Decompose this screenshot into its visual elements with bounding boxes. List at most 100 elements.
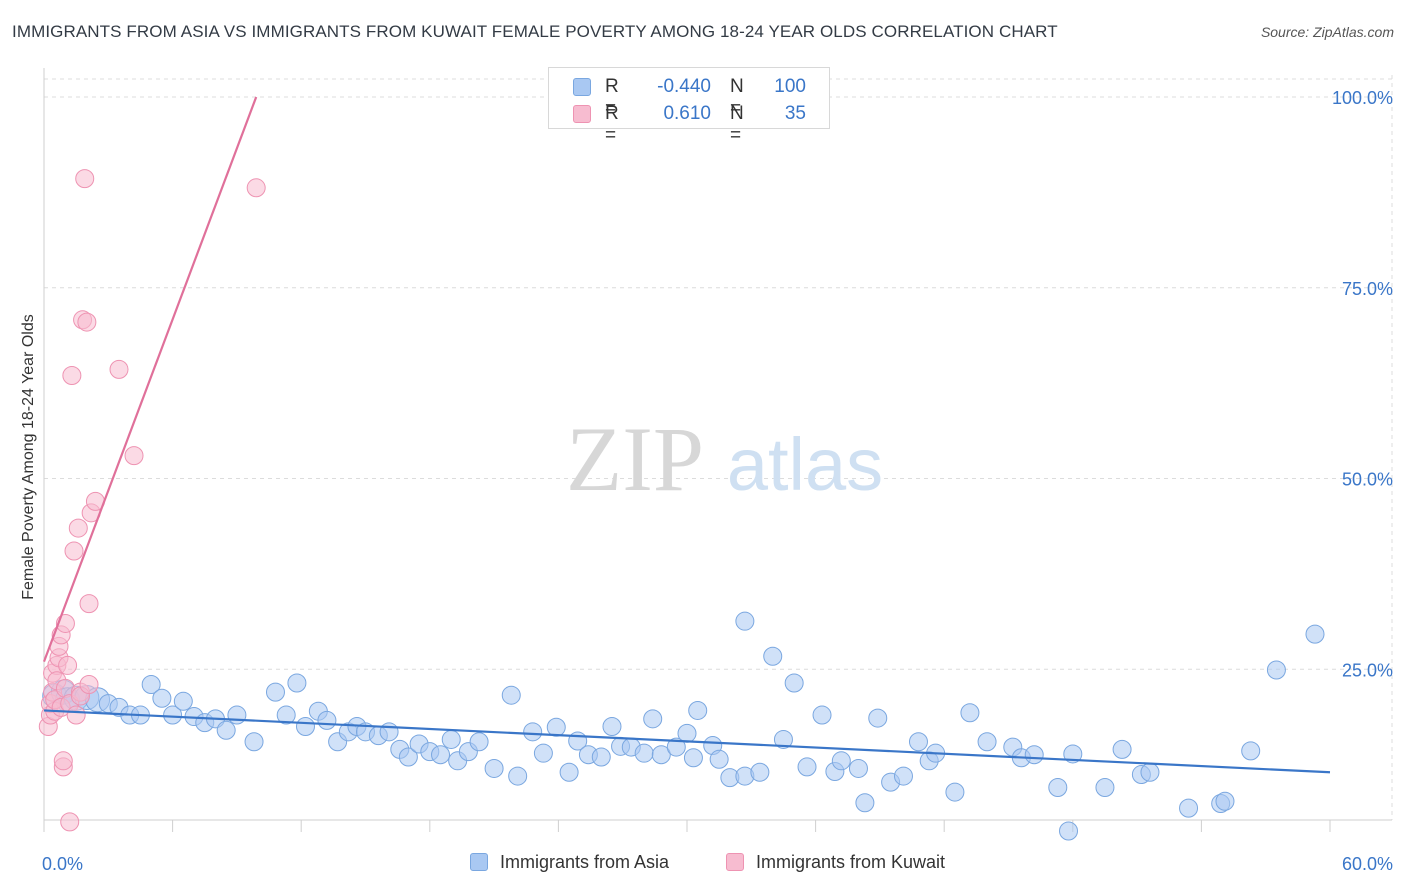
stats-n-label: N =: [730, 76, 744, 119]
asia-point: [501, 685, 521, 705]
legend-label-kuwait: Immigrants from Kuwait: [756, 852, 946, 872]
asia-point: [709, 749, 729, 769]
asia-point: [651, 745, 671, 765]
asia-point: [244, 732, 264, 752]
source-label: Source: ZipAtlas.com: [1260, 24, 1394, 40]
asia-point: [276, 705, 296, 725]
kuwait-point: [79, 675, 99, 695]
x-tick-label: 0.0%: [42, 854, 83, 874]
asia-point: [750, 762, 770, 782]
legend: Immigrants from Asia Immigrants from Kuw…: [0, 852, 1406, 878]
kuwait-point: [68, 518, 88, 538]
legend-swatch-kuwait: [726, 853, 744, 871]
asia-point: [141, 675, 161, 695]
axes: [43, 68, 1392, 832]
asia-point: [797, 757, 817, 777]
watermark: ZIP atlas: [566, 408, 883, 510]
asia-point: [643, 709, 663, 729]
asia-point: [735, 611, 755, 631]
trend-lines: [42, 96, 1331, 774]
y-tick-label: 50.0%: [1342, 470, 1393, 490]
asia-point: [398, 747, 418, 767]
asia-point: [152, 688, 172, 708]
asia-point: [848, 758, 868, 778]
stats-swatch-asia: [573, 78, 591, 96]
asia-point: [546, 717, 566, 737]
kuwait-point: [77, 312, 97, 332]
asia-point: [265, 682, 285, 702]
stats-n-label: N =: [730, 103, 744, 146]
asia-point: [666, 737, 686, 757]
kuwait-point: [66, 705, 86, 725]
watermark-atlas: atlas: [727, 423, 883, 506]
asia-point: [1241, 741, 1261, 761]
asia-point: [812, 705, 832, 725]
kuwait-point: [79, 594, 99, 614]
stats-n-value: 35: [784, 103, 806, 124]
asia-point: [773, 729, 793, 749]
asia-point: [431, 745, 451, 765]
asia-point: [591, 747, 611, 767]
asia-point: [163, 705, 183, 725]
asia-point: [960, 703, 980, 723]
asia-point: [287, 673, 307, 693]
asia-point: [1063, 744, 1083, 764]
kuwait-point: [246, 178, 266, 198]
asia-point: [441, 729, 461, 749]
asia-point: [1266, 660, 1286, 680]
y-tick-label: 25.0%: [1342, 660, 1393, 680]
stats-r-value: -0.440: [657, 76, 711, 97]
legend-item-asia[interactable]: Immigrants from Asia: [470, 852, 669, 873]
asia-point: [484, 758, 504, 778]
asia-point: [634, 743, 654, 763]
asia-point: [763, 646, 783, 666]
stats-r-label: R =: [605, 76, 619, 119]
stats-r-label: R =: [605, 103, 619, 146]
kuwait-point: [58, 655, 78, 675]
kuwait-point: [75, 169, 95, 189]
asia-point: [784, 673, 804, 693]
stats-r-value: 0.610: [663, 103, 711, 124]
asia-point: [1112, 739, 1132, 759]
x-tick-label: 60.0%: [1342, 854, 1393, 874]
asia-point: [1215, 791, 1235, 811]
legend-item-kuwait[interactable]: Immigrants from Kuwait: [726, 852, 945, 873]
y-tick-label: 75.0%: [1342, 279, 1393, 299]
series-asia-points: [42, 611, 1325, 841]
asia-point: [855, 793, 875, 813]
asia-point: [1179, 798, 1199, 818]
kuwait-point: [53, 751, 73, 771]
asia-point: [216, 720, 236, 740]
tick-labels: 25.0% 50.0% 75.0% 100.0% 0.0% 60.0%: [42, 88, 1393, 874]
watermark-zip: ZIP: [566, 408, 704, 510]
asia-point: [1140, 762, 1160, 782]
asia-trend-line: [43, 709, 1331, 774]
asia-point: [317, 710, 337, 730]
asia-point: [227, 705, 247, 725]
legend-label-asia: Immigrants from Asia: [500, 852, 670, 872]
chart-title: IMMIGRANTS FROM ASIA VS IMMIGRANTS FROM …: [12, 22, 1058, 41]
asia-point: [1024, 745, 1044, 765]
asia-point: [977, 732, 997, 752]
asia-point: [379, 722, 399, 742]
kuwait-point: [64, 541, 84, 561]
asia-point: [508, 766, 528, 786]
asia-point: [173, 691, 193, 711]
stats-n-value: 100: [774, 76, 806, 97]
asia-point: [677, 723, 697, 743]
asia-point: [831, 751, 851, 771]
asia-point: [908, 732, 928, 752]
kuwait-point: [62, 365, 82, 385]
legend-swatch-asia: [470, 853, 488, 871]
asia-point: [945, 782, 965, 802]
asia-point: [1095, 778, 1115, 798]
asia-point: [469, 732, 489, 752]
kuwait-trend-line: [42, 96, 258, 663]
gridlines: [44, 75, 1393, 820]
asia-point: [1048, 778, 1068, 798]
kuwait-point: [109, 359, 129, 379]
asia-point: [295, 716, 315, 736]
asia-point: [688, 700, 708, 720]
asia-point: [533, 743, 553, 763]
